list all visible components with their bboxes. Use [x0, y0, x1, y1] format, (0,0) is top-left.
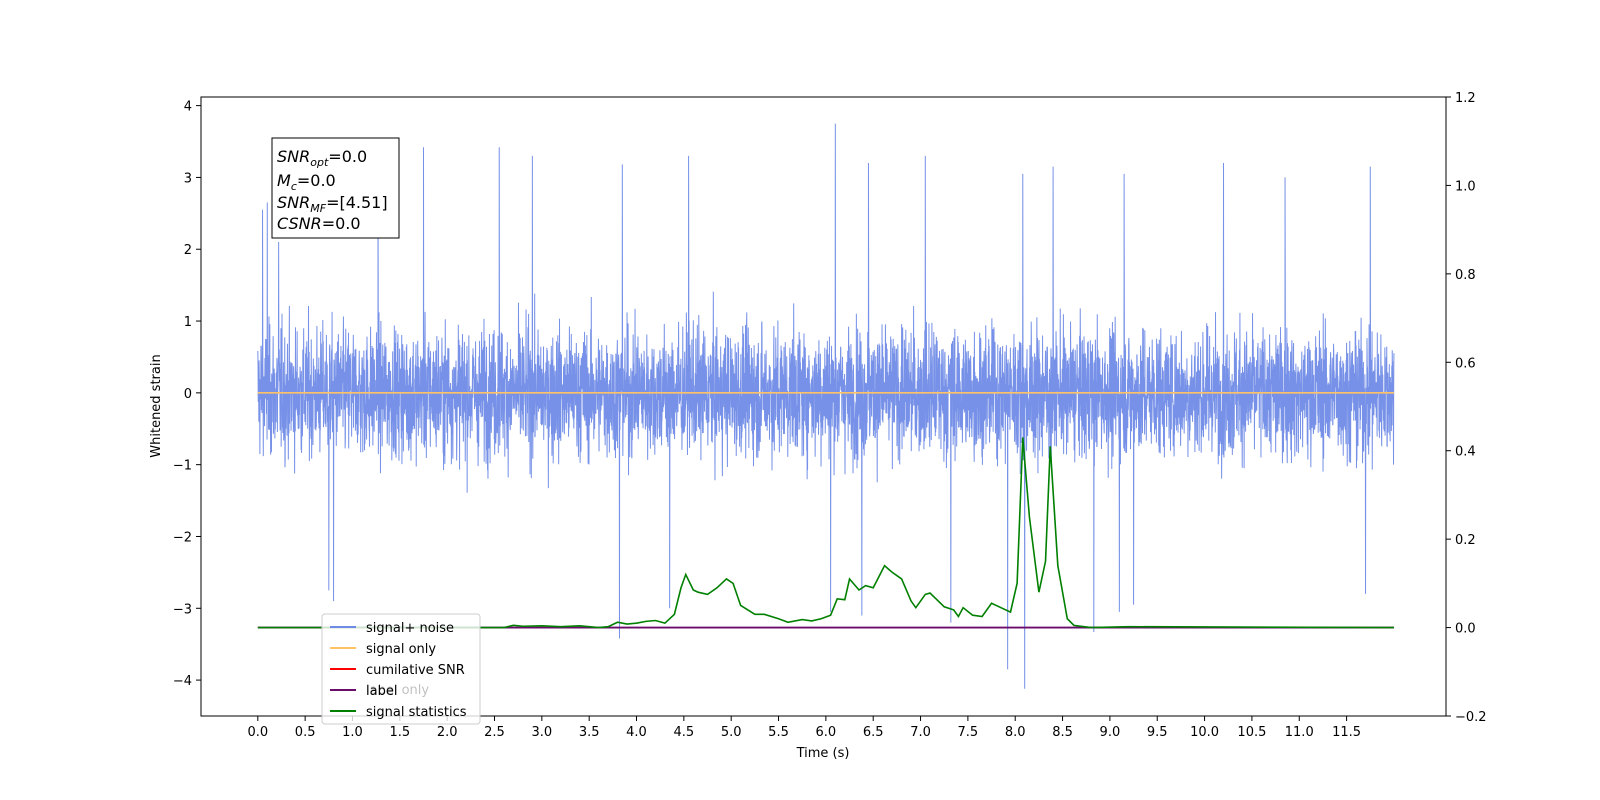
x-tick-label: 3.5 — [579, 725, 600, 740]
y-right-tick-label: 0.6 — [1455, 356, 1476, 371]
y-left-tick-label: 0 — [184, 387, 192, 402]
x-tick-label: 8.5 — [1052, 725, 1073, 740]
x-tick-label: 3.0 — [531, 725, 552, 740]
y-left-tick-label: −1 — [173, 459, 192, 474]
y-left-axis-ticks: 4 3 2 1 0 −1 −2 −3 −4 — [173, 100, 201, 689]
y-left-tick-label: 1 — [184, 315, 192, 330]
x-tick-label: 4.5 — [674, 725, 695, 740]
x-tick-label: 6.5 — [863, 725, 884, 740]
annotation-frame — [271, 137, 400, 239]
x-tick-label: 7.5 — [958, 725, 979, 740]
y-right-tick-label: 0.0 — [1455, 622, 1476, 637]
x-tick-label: 1.0 — [342, 725, 363, 740]
x-tick-label: 8.0 — [1005, 725, 1026, 740]
legend-label: signal+ noise — [366, 621, 454, 636]
y-right-tick-label: 0.4 — [1455, 445, 1476, 460]
annotation-csnr: CSNR=0.0 — [277, 214, 361, 233]
x-axis-ticks: 0.0 0.5 1.0 1.5 2.0 2.5 3.0 3.5 4.0 4.5 5.0 5.5 6.0 6… — [247, 716, 1361, 740]
annotation-mc: Mc=0.0 — [277, 171, 336, 193]
legend-ghost-label: label only — [366, 683, 429, 698]
y-right-tick-label: 1.2 — [1455, 91, 1476, 106]
x-tick-label: 10.0 — [1190, 725, 1219, 740]
legend-label: label — [366, 684, 397, 699]
legend-frame — [321, 613, 481, 725]
y-left-tick-label: 4 — [184, 100, 192, 115]
annotation-snr-opt: SNRopt=0.0 — [277, 147, 367, 169]
x-tick-label: 0.5 — [295, 725, 316, 740]
x-tick-label: 6.0 — [816, 725, 837, 740]
legend-label: signal statistics — [366, 705, 467, 720]
annotation-box: SNRopt=0.0 Mc=0.0 SNRMF=[4.51] CSNR=0.0 — [271, 137, 400, 239]
x-tick-label: 2.5 — [484, 725, 505, 740]
y-right-tick-label: 1.0 — [1455, 179, 1476, 194]
y-right-tick-label: −0.2 — [1455, 710, 1487, 725]
y-right-tick-label: 0.8 — [1455, 268, 1476, 283]
x-tick-label: 10.5 — [1237, 725, 1266, 740]
x-tick-label: 9.0 — [1100, 725, 1121, 740]
y-left-tick-label: −3 — [173, 602, 192, 617]
y-right-axis-ticks: 1.2 1.0 0.8 0.6 0.4 0.2 0.0 −0.2 — [1446, 91, 1487, 725]
x-tick-label: 5.5 — [768, 725, 789, 740]
y-left-axis-label: Whitened strain — [149, 354, 164, 457]
y-left-tick-label: −4 — [173, 674, 192, 689]
annotation-snr-mf: SNRMF=[4.51] — [277, 193, 388, 215]
legend-items: signal+ noise signal only cumilative SNR la… — [330, 621, 467, 720]
x-tick-label: 2.0 — [437, 725, 458, 740]
x-tick-label: 0.0 — [247, 725, 268, 740]
x-tick-label: 1.5 — [389, 725, 410, 740]
x-tick-label: 5.0 — [721, 725, 742, 740]
legend: signal+ noise signal only cumilative SNR la… — [321, 613, 481, 725]
x-tick-label: 4.0 — [626, 725, 647, 740]
x-tick-label: 7.0 — [910, 725, 931, 740]
y-right-tick-label: 0.2 — [1455, 533, 1476, 548]
y-left-tick-label: 2 — [184, 243, 192, 258]
y-left-tick-label: 3 — [184, 171, 192, 186]
legend-label: signal only — [366, 642, 436, 657]
x-tick-label: 11.0 — [1285, 725, 1314, 740]
legend-label: cumilative SNR — [366, 663, 465, 678]
x-axis-label: Time (s) — [796, 746, 850, 761]
x-tick-label: 11.5 — [1332, 725, 1361, 740]
x-tick-label: 9.5 — [1147, 725, 1168, 740]
series-signal-statistics-line — [257, 437, 1394, 629]
y-left-tick-label: −2 — [173, 530, 192, 545]
axes-frame — [200, 96, 1447, 717]
